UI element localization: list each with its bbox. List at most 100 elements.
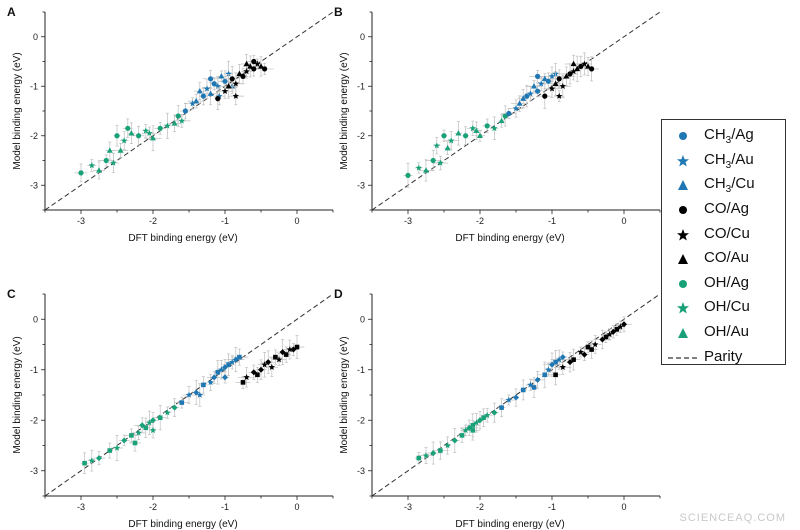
legend-marker-star-icon bbox=[662, 154, 704, 168]
data-point bbox=[541, 75, 548, 82]
data-point bbox=[462, 426, 469, 434]
series-oh bbox=[414, 402, 499, 465]
data-point bbox=[275, 356, 283, 363]
panel-B: B -3 -2 -1 0 -3 -2 -1 0 DFT binding energy (eV) Mo… bbox=[334, 5, 661, 244]
legend-marker-circle-icon bbox=[662, 130, 704, 142]
data-point bbox=[232, 92, 240, 99]
data-point bbox=[265, 359, 272, 366]
data-point bbox=[175, 113, 181, 119]
y-tick-label: -2 bbox=[357, 131, 365, 141]
data-point bbox=[589, 347, 594, 352]
y-tick-label: -3 bbox=[30, 466, 38, 476]
data-point bbox=[229, 76, 235, 82]
data-point bbox=[221, 87, 229, 94]
data-point bbox=[262, 66, 268, 72]
data-point bbox=[603, 334, 609, 340]
data-point bbox=[128, 130, 135, 136]
data-point bbox=[470, 423, 476, 428]
legend-marker-star-icon bbox=[662, 228, 704, 242]
x-tick-label: -1 bbox=[548, 216, 556, 226]
data-point bbox=[481, 415, 486, 421]
data-point bbox=[146, 129, 153, 137]
data-point bbox=[215, 369, 221, 375]
watermark: SCIENCEAQ.COM bbox=[679, 512, 786, 524]
data-point bbox=[589, 66, 595, 72]
data-point bbox=[193, 97, 200, 104]
panel-A: A -3 -2 -1 0 -3 -2 -1 0 DFT binding energy (eV) Mo… bbox=[7, 5, 334, 244]
data-point bbox=[143, 425, 149, 431]
data-point bbox=[96, 167, 102, 173]
data-point bbox=[294, 344, 300, 350]
data-point bbox=[171, 120, 178, 126]
data-point bbox=[617, 323, 624, 330]
data-point bbox=[463, 133, 469, 139]
panel-label: B bbox=[334, 5, 343, 19]
data-point bbox=[430, 157, 436, 164]
legend-marker-triangle-icon bbox=[662, 179, 704, 191]
data-point bbox=[578, 63, 584, 70]
x-tick-label: -3 bbox=[77, 502, 85, 512]
data-point bbox=[196, 391, 204, 398]
legend-marker-star-icon bbox=[662, 301, 704, 315]
y-tick-label: -3 bbox=[357, 466, 365, 476]
x-tick-label: -2 bbox=[149, 502, 157, 512]
data-point bbox=[283, 352, 289, 357]
data-point bbox=[451, 437, 458, 444]
data-point bbox=[570, 60, 577, 67]
data-point bbox=[114, 133, 120, 139]
data-point bbox=[477, 132, 483, 138]
data-point bbox=[207, 378, 214, 386]
data-point bbox=[232, 80, 240, 87]
data-point bbox=[78, 170, 84, 176]
y-tick-label: -2 bbox=[30, 415, 38, 425]
data-point bbox=[142, 127, 150, 134]
data-point bbox=[405, 172, 411, 178]
data-point bbox=[164, 122, 171, 129]
data-point bbox=[251, 58, 257, 65]
data-point bbox=[211, 374, 218, 381]
x-tick-label: -3 bbox=[404, 216, 412, 226]
data-point bbox=[559, 82, 567, 89]
data-point bbox=[444, 442, 451, 449]
data-point bbox=[228, 358, 236, 365]
data-point bbox=[214, 82, 222, 89]
data-point bbox=[531, 83, 537, 89]
x-tick-label: 0 bbox=[621, 216, 626, 226]
legend-item-oh-ag: OH/Ag bbox=[662, 272, 785, 297]
data-point bbox=[473, 127, 480, 133]
data-point bbox=[499, 405, 504, 410]
legend-item-ch3-ag: CH3/Ag bbox=[662, 124, 785, 149]
data-point bbox=[415, 164, 423, 171]
data-point bbox=[520, 95, 527, 101]
y-tick-label: -3 bbox=[357, 180, 365, 190]
parity-line bbox=[44, 11, 334, 211]
data-point bbox=[240, 73, 246, 79]
x-axis-title: DFT binding energy (eV) bbox=[128, 233, 237, 244]
data-point bbox=[247, 63, 254, 69]
legend-item-ch3-cu: CH3/Cu bbox=[662, 173, 785, 198]
x-tick-label: 0 bbox=[294, 502, 299, 512]
data-point bbox=[423, 167, 429, 173]
data-point bbox=[483, 411, 491, 418]
data-point bbox=[258, 63, 264, 69]
y-tick-label: 0 bbox=[33, 32, 38, 42]
y-tick-label: 0 bbox=[360, 32, 365, 42]
legend-item-oh-cu: OH/Cu bbox=[662, 296, 785, 321]
data-point bbox=[103, 157, 109, 164]
y-tick-label: -1 bbox=[30, 365, 38, 375]
data-point bbox=[207, 90, 214, 96]
series-oh bbox=[80, 398, 180, 474]
legend-item-co-cu: CO/Cu bbox=[662, 222, 785, 247]
y-tick-label: -1 bbox=[357, 365, 365, 375]
data-point bbox=[542, 93, 548, 99]
data-point bbox=[553, 372, 558, 378]
data-point bbox=[136, 133, 142, 139]
x-tick-label: 0 bbox=[621, 502, 626, 512]
data-point bbox=[215, 96, 221, 102]
data-point bbox=[512, 105, 520, 112]
data-point bbox=[591, 341, 599, 348]
data-point bbox=[125, 125, 131, 131]
data-point bbox=[524, 93, 530, 99]
panel-label: D bbox=[334, 287, 343, 301]
data-point bbox=[211, 81, 217, 87]
